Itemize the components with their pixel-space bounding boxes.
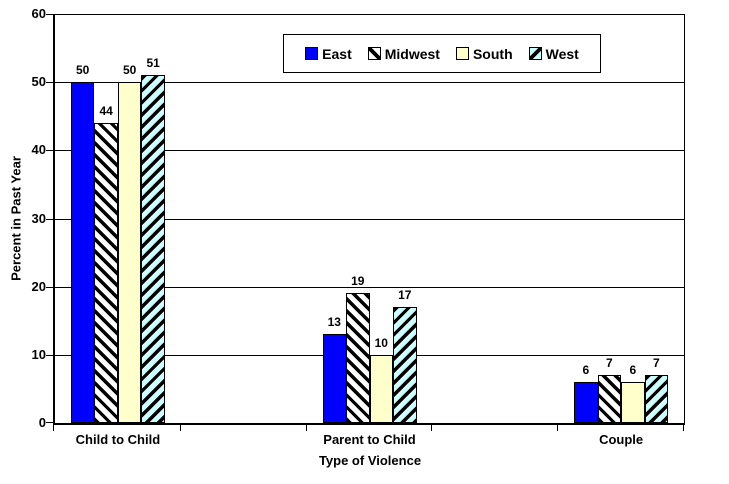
gridline — [55, 150, 684, 152]
bar-west-1 — [141, 75, 165, 423]
x-tick-mark — [683, 425, 684, 431]
x-tick-mark — [53, 425, 54, 431]
y-tick-label: 0 — [38, 415, 46, 430]
bar-value-label: 7 — [653, 356, 660, 371]
y-tick-label: 40 — [31, 142, 46, 158]
bar-midwest-2 — [346, 293, 370, 423]
gridline — [55, 218, 684, 220]
y-tick-label: 50 — [31, 74, 46, 90]
y-tick-mark — [46, 150, 55, 152]
legend-swatch-midwest — [367, 47, 381, 60]
bar-south-1 — [117, 82, 142, 423]
y-tick-mark — [46, 354, 55, 356]
bar-value-label: 13 — [327, 315, 341, 330]
bar-value-label: 6 — [629, 363, 637, 378]
x-tick-mark — [431, 425, 432, 431]
bar-value-label: 19 — [351, 274, 365, 289]
y-tick-mark — [46, 422, 55, 423]
y-axis-line — [53, 14, 55, 425]
bar-value-label: 10 — [374, 335, 388, 350]
x-tick-mark — [306, 425, 307, 431]
x-axis-title: Type of Violence — [318, 453, 422, 468]
y-tick-mark — [46, 14, 55, 15]
legend-swatch-west — [528, 47, 542, 60]
legend-label: South — [472, 45, 513, 62]
bar-midwest-3 — [597, 375, 622, 423]
gridline — [55, 14, 684, 15]
y-tick-label: 20 — [31, 278, 46, 294]
x-tick-mark — [180, 425, 181, 431]
bar-east-1 — [70, 82, 95, 423]
bar-value-label: 6 — [582, 363, 590, 378]
legend: East Midwest South West — [283, 34, 601, 73]
legend-label: Midwest — [384, 45, 440, 62]
y-tick-label: 10 — [31, 346, 46, 362]
bar-east-2 — [322, 334, 346, 423]
legend-label: West — [545, 45, 579, 62]
bar-value-label: 17 — [398, 288, 412, 303]
y-tick-mark — [46, 286, 55, 288]
bar-west-2 — [393, 307, 417, 423]
legend-item-west: West — [528, 45, 579, 62]
bar-east-3 — [574, 382, 598, 423]
bar-value-label: 7 — [606, 356, 613, 371]
y-tick-label: 60 — [31, 6, 46, 21]
bar-value-label: 50 — [75, 63, 90, 78]
plot-right-border — [684, 14, 685, 423]
x-category-label: Parent to Child — [323, 432, 416, 447]
x-category-label: Couple — [599, 432, 644, 447]
legend-label: East — [322, 45, 352, 62]
gridline — [55, 82, 684, 84]
legend-swatch-east — [305, 47, 319, 60]
bar-midwest-1 — [94, 123, 118, 423]
x-tick-mark — [557, 425, 558, 431]
bar-value-label: 50 — [122, 63, 137, 78]
y-tick-mark — [46, 82, 55, 84]
legend-item-east: East — [305, 46, 352, 62]
legend-item-south: South — [455, 45, 513, 62]
x-category-label: Child to Child — [75, 432, 161, 447]
legend-item-midwest: Midwest — [367, 45, 440, 62]
plot-area: 50 44 50 51 13 19 10 17 6 7 6 7 — [46, 14, 685, 431]
bar-south-2 — [369, 354, 393, 423]
bar-value-label: 44 — [99, 104, 113, 119]
y-tick-label: 30 — [31, 210, 46, 226]
bar-value-label: 51 — [146, 56, 160, 71]
gridline — [55, 286, 684, 288]
y-tick-mark — [46, 218, 55, 220]
bar-south-3 — [621, 382, 645, 423]
legend-swatch-south — [455, 47, 469, 60]
x-axis-line — [53, 423, 685, 425]
bar-west-3 — [644, 375, 669, 423]
